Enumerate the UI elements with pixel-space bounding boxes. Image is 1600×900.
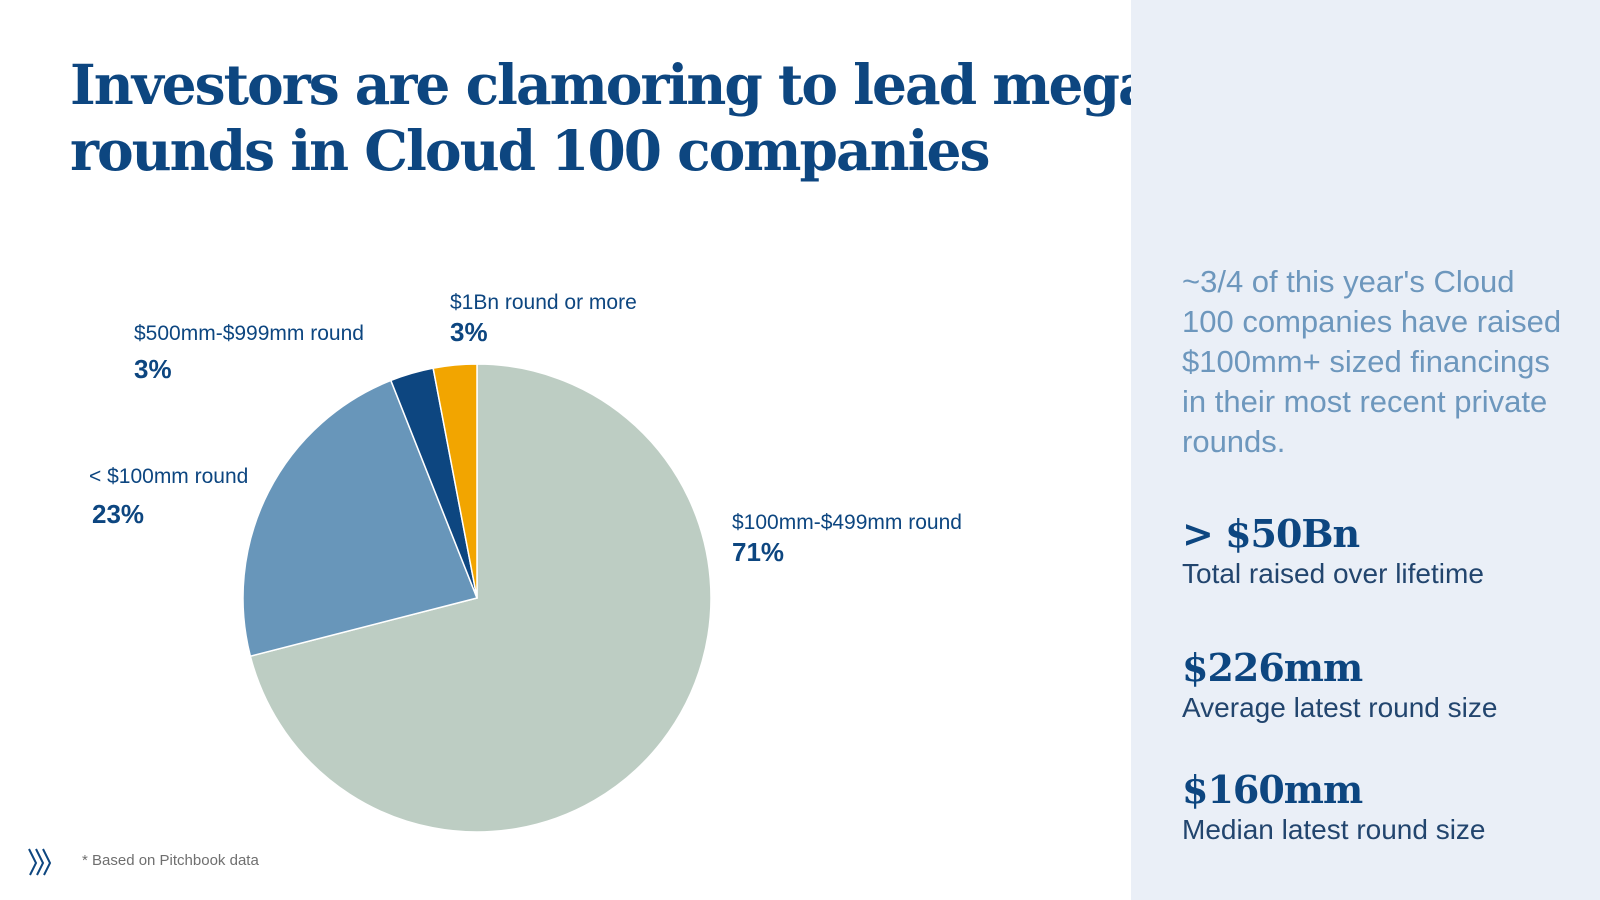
footnote: * Based on Pitchbook data <box>82 852 259 869</box>
label-1bn-category: $1Bn round or more <box>450 291 637 314</box>
summary-text: ~3/4 of this year's Cloud 100 companies … <box>1182 264 1562 459</box>
label-500mm-category: $500mm-$999mm round <box>134 322 364 345</box>
stat-median-round-label: Median latest round size <box>1182 814 1486 845</box>
label-100mm-percent: 71% <box>732 537 785 567</box>
title-line-2: rounds in Cloud 100 companies <box>70 118 990 183</box>
label-100mm: $100mm-$499mm round 71% <box>732 510 962 568</box>
stat-average-round-value: $226mm <box>1182 645 1363 690</box>
stat-total-raised: > $50Bn Total raised over lifetime <box>1182 512 1582 592</box>
stat-median-round-value: $160mm <box>1182 767 1363 812</box>
stat-total-raised-label: Total raised over lifetime <box>1182 558 1484 589</box>
page-title: Investors are clamoring to lead mega rou… <box>70 52 1154 184</box>
label-500mm: $500mm-$999mm round 3% <box>134 321 364 385</box>
pie-slice-lt100 <box>242 379 479 658</box>
label-lt100mm-category: < $100mm round <box>89 465 249 488</box>
stat-total-raised-value: > $50Bn <box>1182 511 1360 556</box>
label-100mm-category: $100mm-$499mm round <box>732 511 962 534</box>
stat-average-round-label: Average latest round size <box>1182 692 1498 723</box>
pie-slice-s1bn <box>432 363 478 599</box>
label-lt100mm-percent: 23% <box>92 499 145 529</box>
label-1bn-percent: 3% <box>450 317 488 347</box>
stat-average-round: $226mm Average latest round size <box>1182 646 1582 726</box>
slanted-lines-logo-icon <box>28 848 52 876</box>
pie-slice-s100 <box>249 363 712 833</box>
stat-median-round: $160mm Median latest round size <box>1182 768 1582 848</box>
label-500mm-percent: 3% <box>134 354 172 384</box>
pie-chart <box>242 363 712 833</box>
title-line-1: Investors are clamoring to lead mega <box>70 52 1154 117</box>
sidebar-panel: ~3/4 of this year's Cloud 100 companies … <box>1131 0 1600 900</box>
label-1bn: $1Bn round or more 3% <box>450 290 637 348</box>
label-lt100mm: < $100mm round 23% <box>89 464 248 530</box>
